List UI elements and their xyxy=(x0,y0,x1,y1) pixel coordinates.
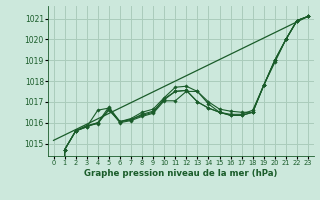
X-axis label: Graphe pression niveau de la mer (hPa): Graphe pression niveau de la mer (hPa) xyxy=(84,169,277,178)
